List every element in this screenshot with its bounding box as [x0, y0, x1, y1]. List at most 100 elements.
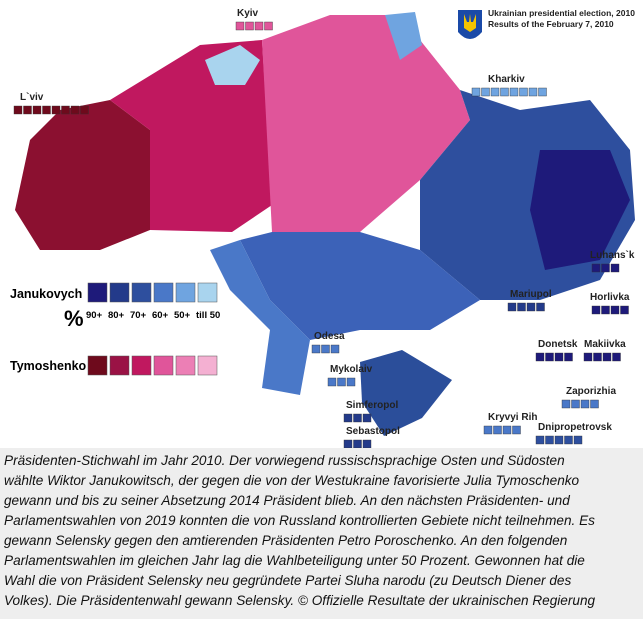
legend-candidate: Janukovych: [10, 287, 82, 301]
city-box: [362, 439, 372, 448]
city-box: [536, 302, 545, 312]
city-box: [483, 425, 493, 435]
caption: Präsidenten-Stichwahl im Jahr 2010. Der …: [0, 448, 643, 619]
map: Ukrainian presidential election, 2010 Re…: [10, 8, 635, 448]
city-box: [23, 105, 32, 115]
city-box: [554, 352, 564, 362]
legend-swatch: [175, 355, 196, 376]
city-box: [254, 21, 264, 31]
city-box: [32, 105, 42, 115]
city-label: Kyiv: [237, 8, 259, 19]
legend-level: 60+: [152, 310, 169, 321]
caption-line: Volkes). Die Präsidentenwahl gewann Sele…: [4, 593, 596, 608]
city-box: [490, 87, 500, 97]
map-subtitle: Results of the February 7, 2010: [488, 19, 614, 29]
legend-swatch: [197, 282, 218, 303]
legend-swatch: [109, 355, 130, 376]
city-box: [353, 439, 362, 448]
legend-swatch: [197, 355, 218, 376]
city-box: [509, 87, 519, 97]
city-label: Simferopol: [346, 400, 398, 411]
city-label: Luhans`k: [590, 250, 635, 261]
city-box: [70, 105, 80, 115]
city-box: [601, 263, 610, 273]
city-box: [601, 305, 610, 315]
city-box: [507, 302, 517, 312]
city-box: [13, 105, 23, 115]
region-kyiv-oblast: [205, 45, 260, 85]
city-label: Kharkiv: [488, 74, 525, 85]
city-label: Kryvyi Rih: [488, 412, 537, 423]
legend-level: till 50: [196, 310, 220, 321]
city-box: [330, 344, 340, 354]
legend-level: 80+: [108, 310, 125, 321]
city-box: [612, 352, 621, 362]
city-box: [512, 425, 521, 435]
legend-swatch: [175, 282, 196, 303]
city-label: Mariupol: [510, 289, 552, 300]
city-box: [517, 302, 526, 312]
city-box: [602, 352, 612, 362]
city-box: [528, 87, 538, 97]
legend-level: 90+: [86, 310, 103, 321]
city-box: [591, 305, 601, 315]
city-box: [362, 413, 372, 423]
caption-line: Wahl die von Präsident Selensky neu gegr…: [4, 573, 572, 588]
city-label: Horlivka: [590, 292, 630, 303]
city-box: [583, 352, 593, 362]
city-box: [245, 21, 254, 31]
legend-level: 50+: [174, 310, 191, 321]
city-box: [545, 435, 554, 445]
city-box: [610, 305, 620, 315]
city-box: [545, 352, 554, 362]
caption-line: wählte Wiktor Janukowitsch, der gegen di…: [4, 473, 580, 488]
city-box: [61, 105, 70, 115]
city-box: [343, 439, 353, 448]
city-box: [526, 302, 536, 312]
city-box: [343, 413, 353, 423]
region-west: [15, 100, 150, 250]
city-box: [538, 87, 547, 97]
map-title: Ukrainian presidential election, 2010: [488, 8, 635, 18]
city-box: [590, 399, 599, 409]
city-label: Makiivka: [584, 339, 626, 350]
city-box: [610, 263, 620, 273]
city-box: [564, 435, 573, 445]
city-box: [564, 352, 573, 362]
city-label: Odesa: [314, 331, 345, 342]
caption-line: gewann und bis zu seiner Absetzung 2014 …: [4, 493, 570, 508]
city-box: [593, 352, 602, 362]
city-label: Mykolaiv: [330, 364, 373, 375]
legend-swatch: [87, 282, 108, 303]
caption-line: Präsidenten-Stichwahl im Jahr 2010. Der …: [4, 453, 565, 468]
legend-level: 70+: [130, 310, 147, 321]
region-ne: [385, 12, 422, 60]
city-label: Donetsk: [538, 339, 578, 350]
region-center-west: [110, 40, 272, 232]
city-box: [235, 21, 245, 31]
city-label: Sebastopol: [346, 426, 400, 437]
city-box: [493, 425, 502, 435]
city-box: [346, 377, 356, 387]
city-box: [481, 87, 490, 97]
city-box: [337, 377, 346, 387]
city-box: [519, 87, 528, 97]
city-box: [353, 413, 362, 423]
city-box: [264, 21, 273, 31]
legend-swatch: [131, 282, 152, 303]
city-box: [51, 105, 61, 115]
legend-swatch: [87, 355, 108, 376]
city-box: [535, 435, 545, 445]
city-box: [327, 377, 337, 387]
city-box: [502, 425, 512, 435]
region-center: [262, 15, 470, 232]
caption-line: Parlamentswahlen von 2019 konnten die vo…: [4, 513, 595, 528]
city-box: [561, 399, 571, 409]
city-box: [573, 435, 583, 445]
city-box: [311, 344, 321, 354]
coat-of-arms: [458, 10, 482, 39]
caption-line: Parlamentswahlen im gleichen Jahr lag di…: [4, 553, 585, 568]
city-box: [500, 87, 509, 97]
city-label: Dnipropetrovsk: [538, 422, 612, 433]
